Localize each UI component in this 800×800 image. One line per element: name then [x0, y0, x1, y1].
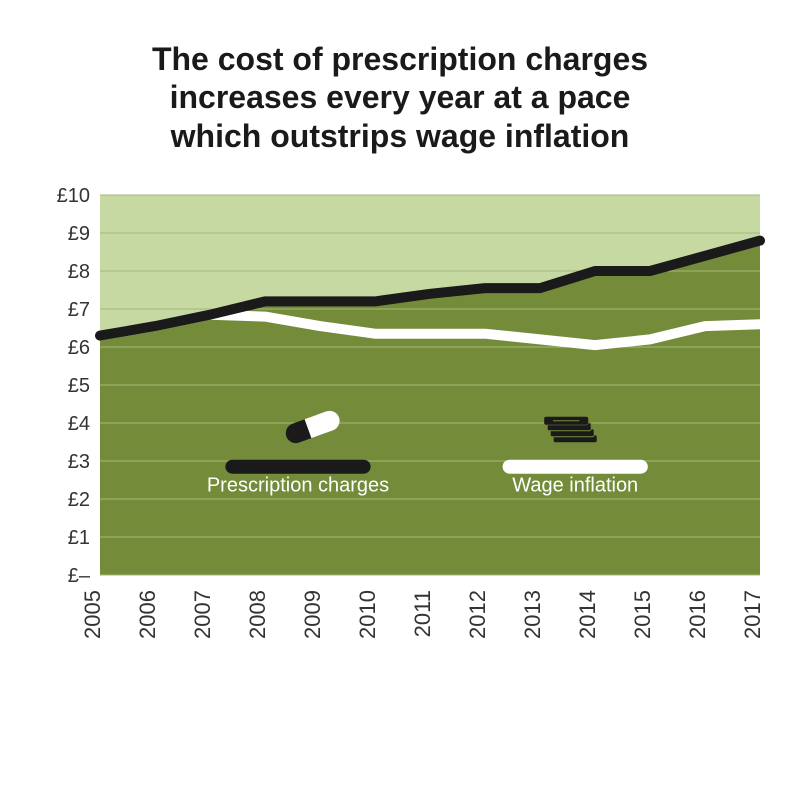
chart-title: The cost of prescription chargesincrease…	[70, 40, 730, 155]
title-line: increases every year at a pace	[170, 79, 631, 115]
x-tick-label: 2005	[80, 590, 105, 639]
legend-swatch-wage	[503, 460, 648, 474]
x-tick-label: 2008	[245, 590, 270, 639]
y-tick-label: £–	[68, 565, 91, 587]
x-tick-label: 2016	[685, 590, 710, 639]
x-tick-label: 2011	[410, 590, 435, 637]
y-tick-label: £6	[68, 337, 90, 359]
x-tick-label: 2009	[300, 590, 325, 639]
y-tick-label: £2	[68, 489, 90, 511]
x-tick-label: 2017	[740, 590, 765, 639]
y-tick-label: £8	[68, 261, 90, 283]
x-tick-label: 2015	[630, 590, 655, 639]
y-tick-label: £1	[68, 527, 90, 549]
y-tick-label: £10	[57, 185, 90, 207]
title-line: which outstrips wage inflation	[171, 118, 630, 154]
y-tick-label: £9	[68, 223, 90, 245]
legend-label-wage: Wage inflation	[512, 475, 638, 497]
legend-swatch-prescription	[225, 460, 370, 474]
x-tick-label: 2013	[520, 590, 545, 639]
x-tick-label: 2007	[190, 590, 215, 639]
y-tick-label: £3	[68, 451, 90, 473]
y-tick-label: £4	[68, 413, 90, 435]
legend-label-prescription: Prescription charges	[207, 475, 389, 497]
x-tick-label: 2014	[575, 590, 600, 639]
chart-svg: £– £1 £2 £3 £4 £5 £6 £7 £8 £9 £10 Prescription cha…	[30, 185, 770, 665]
x-tick-label: 2010	[355, 590, 380, 639]
y-tick-label: £7	[68, 299, 90, 321]
x-tick-label: 2012	[465, 590, 490, 639]
x-tick-label: 2006	[135, 590, 160, 639]
chart-area: £– £1 £2 £3 £4 £5 £6 £7 £8 £9 £10 Prescription cha…	[30, 185, 770, 665]
title-line: The cost of prescription charges	[152, 41, 648, 77]
y-tick-label: £5	[68, 375, 90, 397]
